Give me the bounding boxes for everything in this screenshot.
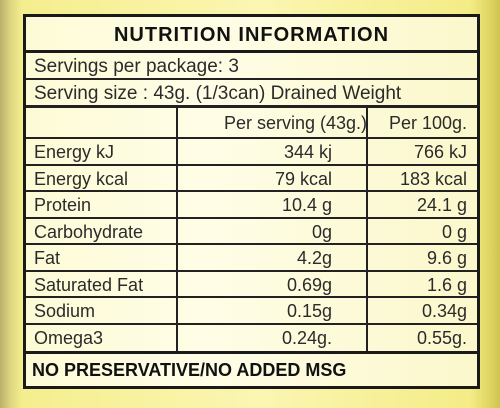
nutrient-name: Energy kJ (34, 142, 115, 162)
per-serving-header: Per serving (43g.) (223, 113, 367, 133)
nutrient-name: Carbohydrate (34, 221, 144, 242)
nutrition-label: NUTRITION INFORMATION Servings per packa… (23, 14, 480, 389)
per-100g-value: 0.55g. (416, 327, 467, 348)
nutrient-name: Omega3 (34, 327, 104, 348)
column-divider-2 (366, 108, 368, 351)
per-100g-value: 766 kJ (413, 142, 467, 162)
nutrient-name: Energy kcal (34, 168, 129, 189)
per-serving-value: 0.15g (286, 301, 332, 321)
per-100g-value: 0.34g (421, 301, 467, 321)
servings-per-package: Servings per package: 3 (26, 53, 477, 80)
per-100g-value: 24.1 g (416, 195, 467, 215)
per-serving-value: 0.69g (286, 274, 332, 295)
per-serving-value: 0.24g. (281, 327, 332, 348)
per-100g-value: 1.6 g (426, 274, 467, 295)
per-serving-value: 344 kj (283, 142, 332, 162)
nutrient-row: Fat 4.2g 9.6 g (26, 245, 477, 272)
nutrient-name: Protein (34, 195, 92, 215)
nutrient-row: Omega3 0.24g. 0.55g. (26, 325, 477, 352)
nutrient-name: Fat (34, 248, 61, 268)
per-serving-value: 79 kcal (274, 168, 332, 189)
nutrient-row: Carbohydrate 0g 0 g (26, 219, 477, 245)
nutrient-name: Saturated Fat (34, 274, 144, 295)
footer-note: NO PRESERVATIVE/NO ADDED MSG (26, 351, 477, 386)
per-100g-value: 183 kcal (399, 168, 467, 189)
nutrient-name: Sodium (34, 301, 96, 321)
serving-size: Serving size : 43g. (1/3can) Drained Wei… (26, 80, 477, 108)
nutrient-row: Protein 10.4 g 24.1 g (26, 192, 477, 219)
nutrient-row: Sodium 0.15g 0.34g (26, 298, 477, 325)
column-header-row: Per serving (43g.) Per 100g. (26, 108, 477, 139)
per-serving-value: 4.2g (296, 248, 332, 268)
label-title: NUTRITION INFORMATION (26, 17, 477, 53)
nutrient-row: Energy kcal 79 kcal 183 kcal (26, 166, 477, 192)
per-100g-value: 9.6 g (426, 248, 467, 268)
per-serving-value: 0g (311, 221, 332, 242)
nutrient-row: Energy kJ 344 kj 766 kJ (26, 139, 477, 166)
per-100g-value: 0 g (441, 221, 467, 242)
per-100g-header: Per 100g. (388, 113, 467, 133)
nutrient-row: Saturated Fat 0.69g 1.6 g (26, 272, 477, 298)
column-divider-1 (176, 108, 178, 351)
per-serving-value: 10.4 g (281, 195, 332, 215)
